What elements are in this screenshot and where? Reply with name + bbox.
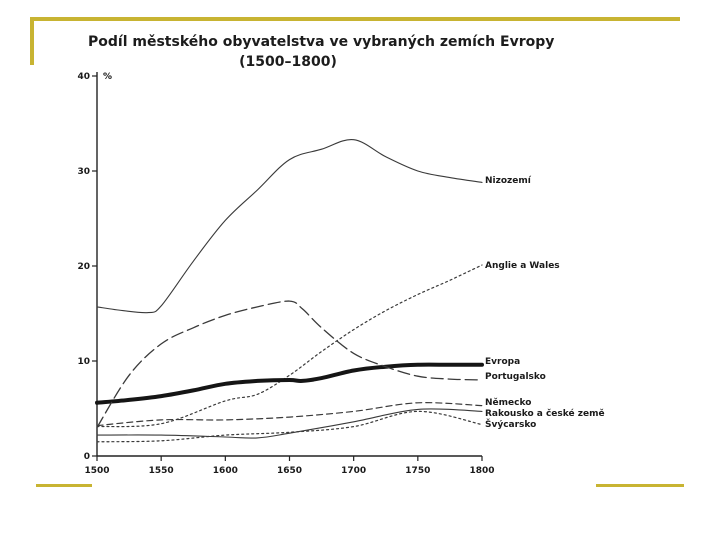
chart-title-block: Podíl městského obyvatelstva ve vybranýc… (88, 32, 555, 72)
x-tick-label-1700: 1700 (341, 466, 366, 476)
slide-frame-top-line (30, 17, 680, 21)
y-tick-label-0: 0 (84, 452, 90, 462)
series-label-0: Nizozemí (485, 176, 532, 186)
chart-title: Podíl městského obyvatelstva ve vybranýc… (88, 34, 555, 50)
y-tick-label-20: 20 (77, 262, 90, 272)
y-axis-unit-label: % (103, 72, 112, 82)
series-label-1: Anglie a Wales (485, 261, 560, 271)
slide-frame-bottom-left-line (36, 484, 92, 487)
x-tick-label-1550: 1550 (149, 466, 174, 476)
x-tick-label-1650: 1650 (277, 466, 302, 476)
chart-axes: 0 10 20 30 40 % 1500 1550 1600 1650 1700 1750 1800 (77, 72, 495, 476)
chart-series-labels: Nizozemí Anglie a Wales Evropa Portugalsko N… (485, 176, 605, 430)
y-tick-label-30: 30 (77, 167, 90, 177)
slide-frame-bottom-right-line (596, 484, 684, 487)
x-tick-label-1750: 1750 (405, 466, 430, 476)
slide-frame-left-line (30, 17, 34, 65)
series-line-4 (96, 402, 483, 427)
series-label-5: Rakousko a české země (485, 408, 605, 419)
series-line-0 (96, 139, 483, 314)
series-label-3: Portugalsko (485, 372, 546, 382)
chart-subtitle: (1500–1800) (239, 54, 337, 70)
series-line-5 (96, 408, 483, 439)
y-tick-label-10: 10 (77, 357, 90, 367)
series-line-6 (96, 410, 483, 443)
x-tick-label-1600: 1600 (213, 466, 238, 476)
series-label-2: Evropa (485, 357, 520, 367)
x-tick-label-1500: 1500 (84, 466, 109, 476)
x-tick-label-1800: 1800 (469, 466, 494, 476)
series-label-4: Německo (485, 397, 531, 408)
series-line-2 (95, 362, 484, 405)
y-tick-label-40: 40 (77, 72, 90, 82)
chart-series-lines (95, 139, 484, 443)
series-line-3 (96, 300, 483, 429)
series-line-1 (96, 264, 483, 428)
series-label-6: Švýcarsko (485, 418, 536, 430)
